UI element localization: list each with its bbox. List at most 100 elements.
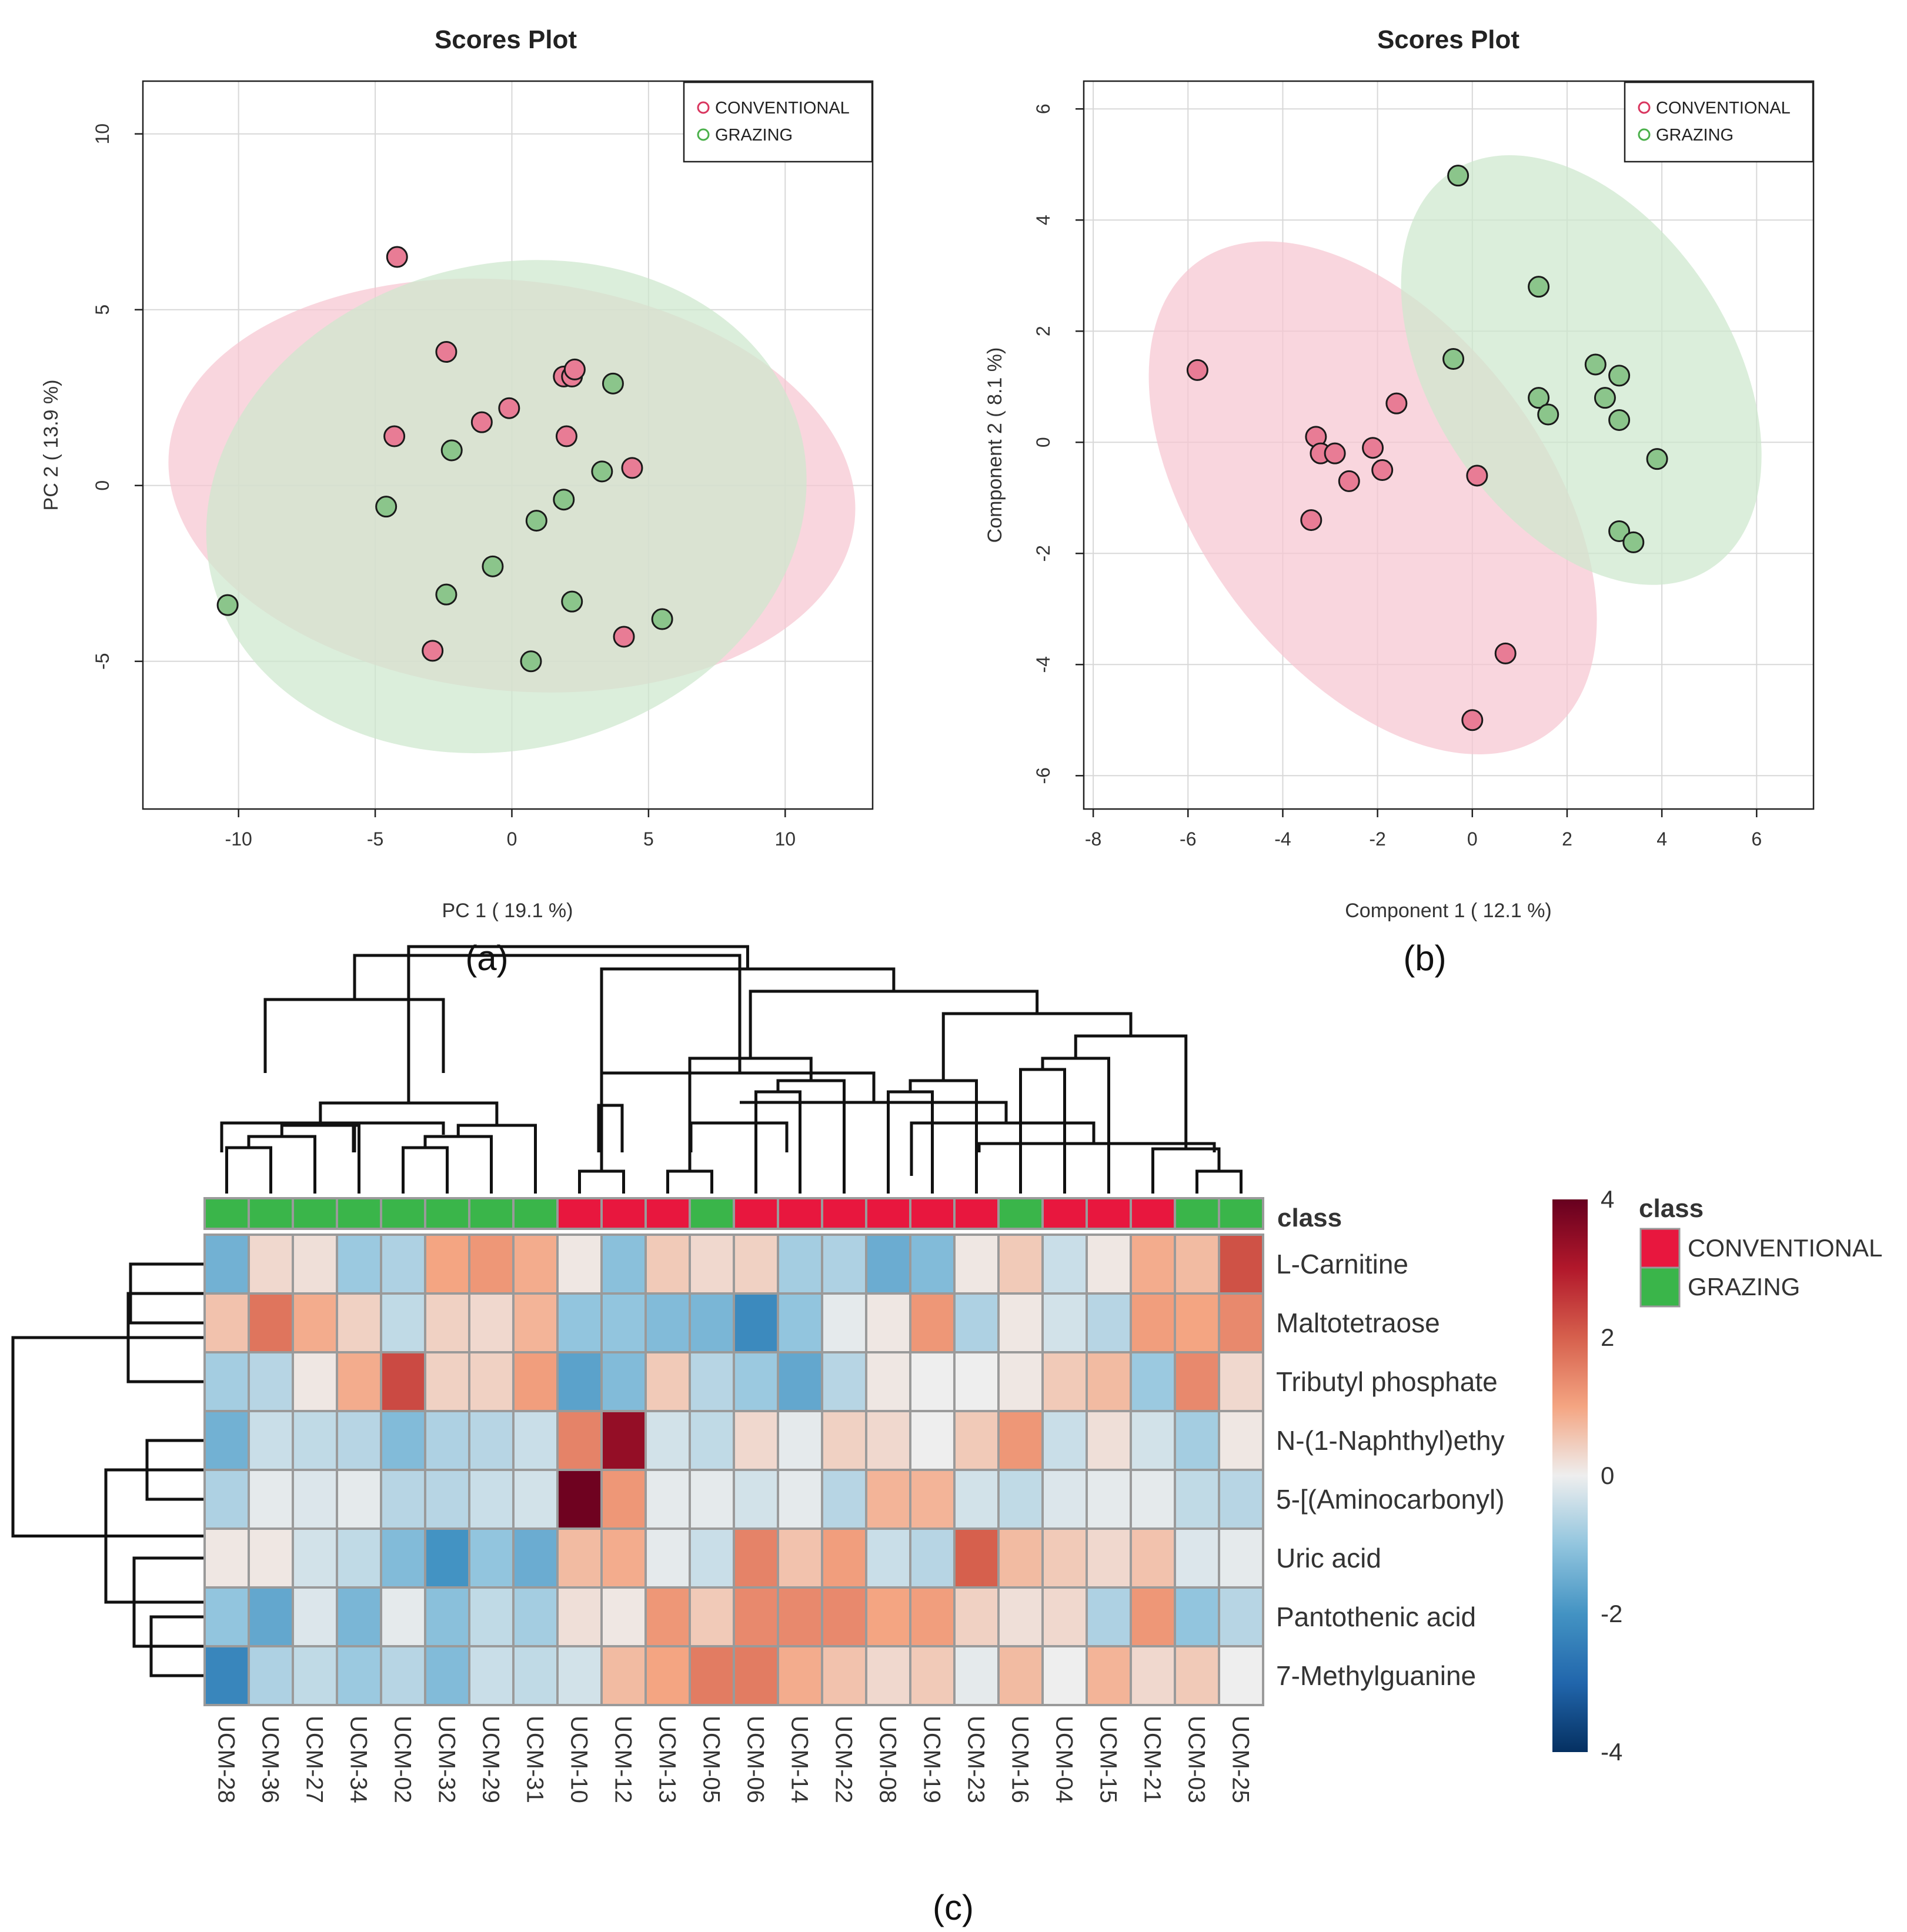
column-label: UCM-02: [390, 1716, 416, 1803]
heatmap-cell: [733, 1586, 779, 1647]
class-bar-cell: [1218, 1197, 1264, 1230]
color-scale-ticks: 4 2 0 -2 -4: [1601, 1185, 1622, 1766]
heatmap-cell: [689, 1410, 735, 1471]
class-bar-cell: [468, 1197, 515, 1230]
row-label: Tributyl phosphate: [1276, 1366, 1498, 1397]
heatmap-cell: [556, 1645, 603, 1706]
heatmap-cell: [292, 1527, 338, 1589]
heatmap-cell: [865, 1351, 911, 1412]
class-bar-cell: [556, 1197, 603, 1230]
heatmap-cell: [468, 1469, 515, 1530]
heatmap-cell: [424, 1645, 470, 1706]
heatmap-cell: [821, 1292, 867, 1353]
heatmap-cell: [644, 1351, 691, 1412]
tick-label-y: 2: [1033, 326, 1054, 336]
heatmap-cell: [909, 1410, 956, 1471]
heatmap-cell: [556, 1292, 603, 1353]
column-dendrogram-branch: [688, 1057, 813, 1171]
column-label: UCM-23: [963, 1716, 989, 1803]
heatmap-cell: [203, 1351, 250, 1412]
conventional-point: [383, 425, 406, 447]
heatmap-cell: [424, 1351, 470, 1412]
heatmap-cell: [953, 1410, 1000, 1471]
heatmap-cell: [424, 1410, 470, 1471]
column-dendrogram-branch: [578, 1169, 625, 1194]
plsda-points: [1186, 165, 1668, 731]
heatmap-cell: [997, 1645, 1044, 1706]
heatmap-cell: [953, 1645, 1000, 1706]
heatmap-cell: [600, 1527, 647, 1589]
conventional-point: [1371, 459, 1394, 482]
tick-label-x: -8: [1085, 828, 1101, 850]
heatmap-cell: [556, 1410, 603, 1471]
grazing-point: [602, 372, 624, 395]
heatmap-cell: [1041, 1586, 1088, 1647]
grazing-point: [651, 608, 673, 630]
color-scale-tick-label: 4: [1601, 1185, 1614, 1213]
row-dendrogram-branch: [11, 1336, 203, 1537]
heatmap-cell: [248, 1645, 294, 1706]
heatmap-cell: [777, 1527, 823, 1589]
class-bar-cell: [600, 1197, 647, 1230]
tick-label-x: 10: [774, 828, 796, 850]
heatmap-cell: [1174, 1586, 1220, 1647]
heatmap-cell: [336, 1292, 382, 1353]
heatmap-cell: [512, 1469, 559, 1530]
grazing-point: [375, 496, 398, 518]
heatmap-cell: [1174, 1469, 1220, 1530]
heatmap-cell: [1174, 1292, 1220, 1353]
plsda-legend-grazing-marker: [1638, 128, 1651, 141]
heatmap-cell: [997, 1469, 1044, 1530]
column-label: UCM-31: [522, 1716, 548, 1803]
heatmap-cell: [689, 1234, 735, 1295]
heatmap-cell: [424, 1234, 470, 1295]
plsda-legend-grazing: GRAZING: [1656, 126, 1734, 145]
class-bar-cell: [953, 1197, 1000, 1230]
heatmap-cell: [1041, 1234, 1088, 1295]
heatmap-cell: [1130, 1469, 1176, 1530]
heatmap-cell: [821, 1527, 867, 1589]
heatmap-cell: [865, 1410, 911, 1471]
class-bar-label: class: [1277, 1204, 1342, 1232]
column-dendrogram-branch: [600, 967, 896, 1171]
heatmap-cell: [733, 1410, 779, 1471]
heatmap-cell: [1130, 1527, 1176, 1589]
column-label: UCM-16: [1007, 1716, 1033, 1803]
column-label: UCM-28: [213, 1716, 239, 1803]
heatmap-cell: [777, 1292, 823, 1353]
tick-label-x: 0: [1467, 828, 1478, 850]
column-dendrogram-branch: [423, 1135, 493, 1194]
column-label: UCM-05: [699, 1716, 724, 1803]
class-bar-cell: [1130, 1197, 1176, 1230]
heatmap-cell: [424, 1527, 470, 1589]
heatmap-cell: [248, 1410, 294, 1471]
class-legend-conventional-swatch: [1639, 1228, 1681, 1269]
class-bar-cell: [997, 1197, 1044, 1230]
grazing-point: [1608, 365, 1631, 387]
class-bar-cell: [1174, 1197, 1220, 1230]
column-dendrogram-branch: [225, 1146, 272, 1194]
heatmap-cell: [292, 1586, 338, 1647]
heatmap-cell: [644, 1586, 691, 1647]
conventional-point: [1466, 464, 1488, 487]
heatmap-cell: [909, 1645, 956, 1706]
heatmap-cell: [1130, 1292, 1176, 1353]
conventional-point: [1494, 642, 1517, 664]
heatmap-cell: [865, 1586, 911, 1647]
column-label: UCM-12: [610, 1716, 636, 1803]
heatmap-dendrograms: [11, 945, 1243, 1677]
plsda-legend-conventional-marker: [1638, 101, 1651, 114]
heatmap-cell: [1218, 1410, 1264, 1471]
heatmap-cell: [336, 1527, 382, 1589]
heatmap-cell: [336, 1469, 382, 1530]
heatmap-cell: [556, 1469, 603, 1530]
pca-ellipses: [168, 260, 856, 754]
heatmap-cell: [203, 1586, 250, 1647]
heatmap-cell: [689, 1292, 735, 1353]
heatmap-cell: [468, 1586, 515, 1647]
heatmap-cell: [424, 1292, 470, 1353]
heatmap-cell: [689, 1351, 735, 1412]
grazing-point: [1528, 276, 1550, 298]
grazing-point: [1646, 448, 1668, 470]
column-label: UCM-19: [919, 1716, 945, 1803]
